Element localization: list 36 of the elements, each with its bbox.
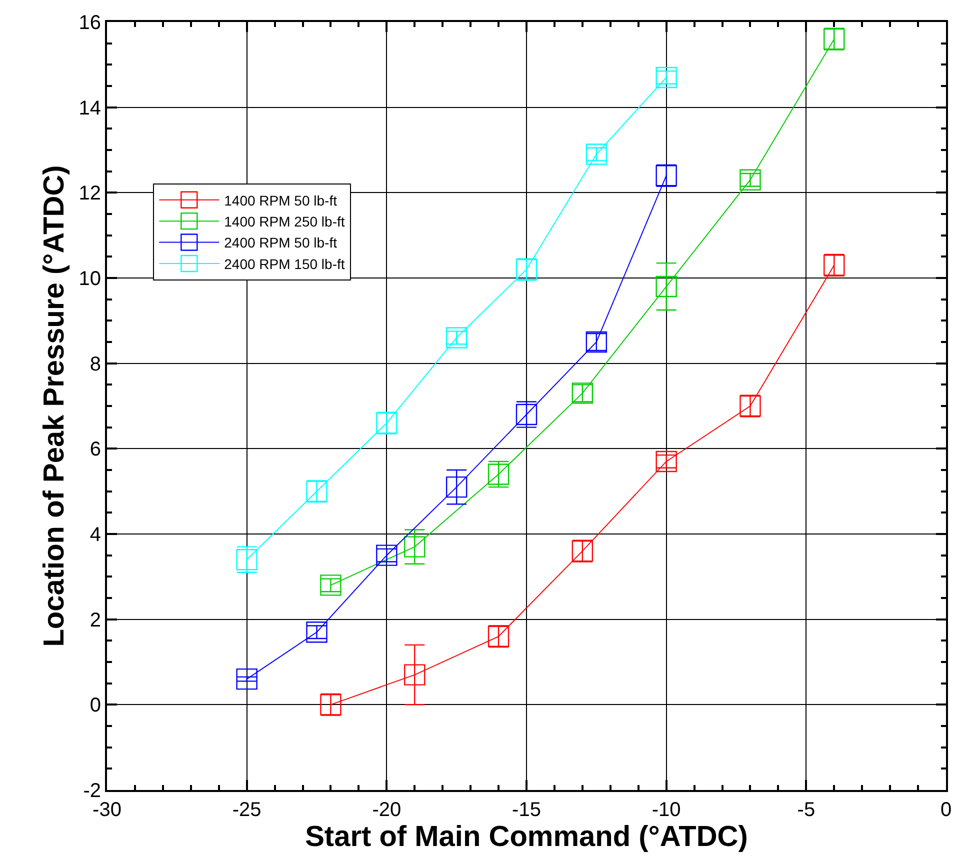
point bbox=[306, 622, 328, 643]
point bbox=[236, 668, 258, 690]
x-tick-label: 0 bbox=[940, 799, 952, 821]
x-tick-label: -10 bbox=[652, 799, 681, 821]
y-tick-label: 14 bbox=[78, 97, 101, 120]
y-tick-label: 2 bbox=[90, 609, 101, 632]
point bbox=[656, 66, 677, 88]
point bbox=[404, 664, 426, 686]
y-tick-label: 10 bbox=[78, 268, 101, 290]
legend-label: 1400 RPM 250 lb-ft bbox=[224, 214, 345, 230]
x-tick-label: -5 bbox=[797, 799, 816, 821]
point bbox=[404, 536, 426, 558]
point bbox=[586, 144, 608, 165]
y-tick-label: 16 bbox=[78, 12, 101, 34]
y-axis-title: Location of Peak Pressure (°ATDC) bbox=[38, 165, 71, 647]
x-tick-label: -15 bbox=[512, 799, 541, 821]
legend-label: 1400 RPM 50 lb-ft bbox=[224, 192, 338, 208]
point bbox=[320, 574, 342, 596]
y-tick-label: 6 bbox=[90, 438, 101, 461]
y-tick-label: -2 bbox=[83, 780, 101, 802]
point bbox=[740, 169, 761, 190]
x-tick-label: -20 bbox=[372, 799, 402, 821]
y-tick-label: 8 bbox=[90, 353, 101, 376]
y-tick-label: 4 bbox=[90, 524, 101, 546]
point bbox=[446, 327, 468, 348]
legend-label: 2400 RPM 150 lb-ft bbox=[224, 256, 345, 272]
point bbox=[656, 450, 677, 472]
point bbox=[656, 276, 677, 298]
y-tick-label: 0 bbox=[90, 694, 101, 717]
legend-label: 2400 RPM 50 lb-ft bbox=[224, 234, 338, 251]
point bbox=[446, 476, 468, 498]
x-tick-label: -30 bbox=[92, 799, 122, 821]
y-tick-label: 12 bbox=[78, 182, 101, 205]
x-axis-title: Start of Main Command (°ATDC) bbox=[305, 821, 748, 853]
point bbox=[376, 544, 398, 566]
x-tick-label: -25 bbox=[232, 799, 262, 821]
